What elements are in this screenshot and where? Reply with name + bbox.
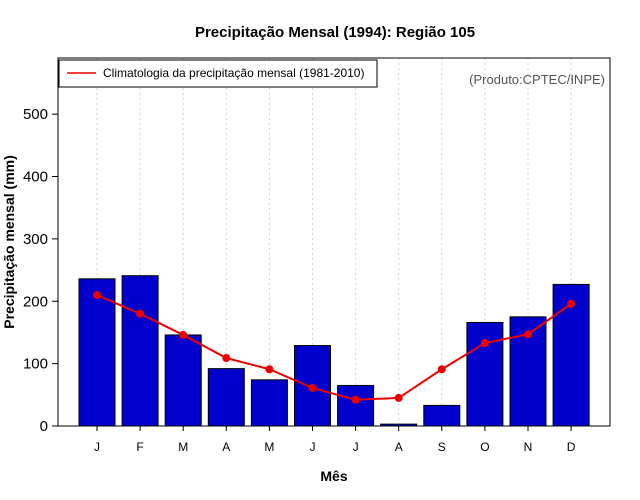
bar-5 xyxy=(250,379,288,427)
x-tick-label: M xyxy=(264,440,274,454)
legend: Climatologia da precipitação mensal (198… xyxy=(58,59,378,88)
bar-1 xyxy=(78,278,116,427)
y-tick-label: 0 xyxy=(40,418,48,435)
bar-3 xyxy=(164,334,202,427)
climatology-point-12 xyxy=(567,299,576,308)
x-tick-label: J xyxy=(94,440,100,454)
bar-12 xyxy=(552,283,590,427)
bar-10 xyxy=(466,321,504,427)
climatology-point-8 xyxy=(394,393,403,402)
y-tick-label: 500 xyxy=(23,106,48,123)
y-tick-label: 100 xyxy=(23,356,48,373)
climatology-point-5 xyxy=(265,365,274,374)
y-tick-label: 300 xyxy=(23,231,48,248)
x-tick-label: J xyxy=(353,440,359,454)
x-axis-title: Mês xyxy=(320,468,347,484)
x-tick-label: M xyxy=(178,440,188,454)
line-layer xyxy=(93,291,576,404)
x-tick-label: D xyxy=(567,440,576,454)
plot-frame xyxy=(57,57,611,427)
x-tick-label: N xyxy=(524,440,533,454)
credit-label: (Produto:CPTEC/INPE) xyxy=(469,72,605,87)
x-tick-label: O xyxy=(480,440,489,454)
x-tick-label: J xyxy=(310,440,316,454)
climatology-point-10 xyxy=(480,339,489,348)
legend-box xyxy=(58,59,378,88)
climatology-point-4 xyxy=(222,354,231,363)
climatology-point-1 xyxy=(93,291,101,300)
legend-label-climatology: Climatologia da precipitação mensal (198… xyxy=(103,66,364,80)
bar-9 xyxy=(423,404,461,427)
y-axis-title: Precipitação mensal (mm) xyxy=(1,155,17,329)
climatology-point-7 xyxy=(351,395,360,404)
x-tick-label: A xyxy=(222,440,230,454)
climatology-point-6 xyxy=(308,383,317,392)
y-tick-label: 400 xyxy=(23,169,48,186)
y-tick-label: 200 xyxy=(23,293,48,310)
climatology-line xyxy=(96,294,572,401)
y-axis: 0 100 200 300 400 500 xyxy=(23,106,58,435)
bar-4 xyxy=(207,368,245,427)
bar-2 xyxy=(121,275,159,427)
chart-title: Precipitação Mensal (1994): Região 105 xyxy=(195,24,475,41)
climatology-point-9 xyxy=(437,365,446,374)
x-tick-label: F xyxy=(136,440,143,454)
climatology-point-3 xyxy=(179,330,188,339)
bar-7 xyxy=(337,384,375,427)
x-tick-label: A xyxy=(395,440,403,454)
bar-layer xyxy=(78,275,590,427)
climatology-point-2 xyxy=(136,309,145,318)
climatology-point-11 xyxy=(524,330,532,339)
x-tick-label: S xyxy=(438,440,446,454)
